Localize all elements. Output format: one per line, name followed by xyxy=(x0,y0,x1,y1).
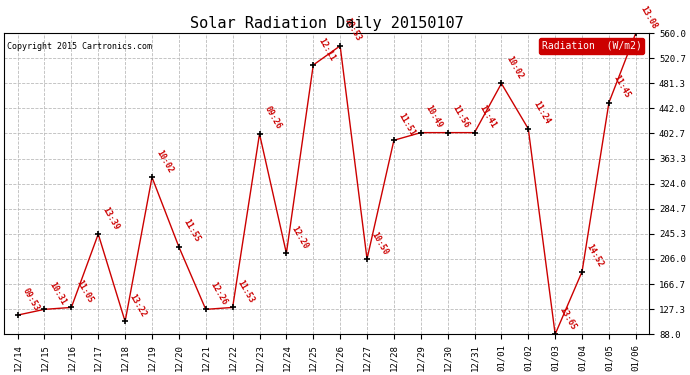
Text: 13:08: 13:08 xyxy=(638,4,659,30)
Text: 10:02: 10:02 xyxy=(155,148,175,174)
Text: 10:50: 10:50 xyxy=(370,230,390,256)
Text: Copyright 2015 Cartronics.com: Copyright 2015 Cartronics.com xyxy=(8,42,152,51)
Text: 11:51: 11:51 xyxy=(397,111,417,138)
Text: 11:45: 11:45 xyxy=(612,74,632,100)
Legend: Radiation  (W/m2): Radiation (W/m2) xyxy=(539,38,644,54)
Text: 12:20: 12:20 xyxy=(289,224,309,251)
Text: 13:65: 13:65 xyxy=(558,305,578,332)
Text: 13:22: 13:22 xyxy=(128,292,148,319)
Text: 10:53: 10:53 xyxy=(343,17,363,43)
Text: 12:11: 12:11 xyxy=(316,36,336,62)
Text: 10:49: 10:49 xyxy=(424,104,444,130)
Text: 11:56: 11:56 xyxy=(451,104,471,130)
Text: 09:53: 09:53 xyxy=(21,286,41,312)
Text: 11:53: 11:53 xyxy=(235,279,256,304)
Text: 10:02: 10:02 xyxy=(504,55,524,81)
Title: Solar Radiation Daily 20150107: Solar Radiation Daily 20150107 xyxy=(190,15,464,30)
Text: 11:41: 11:41 xyxy=(477,104,497,130)
Text: 12:26: 12:26 xyxy=(208,280,229,307)
Text: 11:05: 11:05 xyxy=(74,279,95,304)
Text: 10:31: 10:31 xyxy=(47,280,68,307)
Text: 11:55: 11:55 xyxy=(181,218,202,244)
Text: 11:24: 11:24 xyxy=(531,100,551,126)
Text: 13:39: 13:39 xyxy=(101,205,121,231)
Text: 09:26: 09:26 xyxy=(262,105,283,131)
Text: 14:52: 14:52 xyxy=(585,243,605,269)
